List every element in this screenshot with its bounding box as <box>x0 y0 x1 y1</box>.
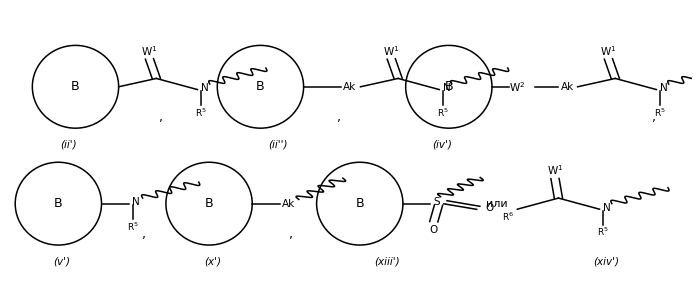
Text: R$^5$: R$^5$ <box>437 106 449 119</box>
Text: B: B <box>356 197 364 210</box>
Text: O: O <box>430 224 438 234</box>
Text: W$^1$: W$^1$ <box>383 44 399 57</box>
Text: (ii'): (ii') <box>60 140 77 150</box>
Text: (ii''): (ii'') <box>268 140 287 150</box>
Text: ,: , <box>159 111 163 124</box>
Text: (xiv'): (xiv') <box>593 257 619 266</box>
Text: ,: , <box>289 228 294 241</box>
Text: R$^5$: R$^5$ <box>195 106 207 119</box>
Text: Ak: Ak <box>343 82 356 92</box>
Text: N: N <box>201 83 208 93</box>
Text: Ak: Ak <box>561 82 574 92</box>
Text: W$^2$: W$^2$ <box>509 80 526 94</box>
Text: или: или <box>486 199 507 209</box>
Text: (x'): (x') <box>204 257 221 266</box>
Text: W$^1$: W$^1$ <box>600 44 617 57</box>
Text: R$^5$: R$^5$ <box>127 220 139 233</box>
Text: B: B <box>256 80 265 93</box>
Text: N: N <box>603 203 611 213</box>
Text: O: O <box>485 203 493 213</box>
Text: R$^5$: R$^5$ <box>597 226 609 238</box>
Text: B: B <box>205 197 213 210</box>
Text: N: N <box>132 197 140 207</box>
Text: B: B <box>71 80 80 93</box>
Text: R$^6$: R$^6$ <box>502 210 514 223</box>
Text: Ak: Ak <box>282 199 295 209</box>
Text: B: B <box>54 197 63 210</box>
Text: N: N <box>442 83 450 93</box>
Text: (iv'): (iv') <box>432 140 452 150</box>
Text: B: B <box>445 80 453 93</box>
Text: (xiii'): (xiii') <box>375 257 400 266</box>
Text: ,: , <box>652 111 656 124</box>
Text: S: S <box>433 197 440 207</box>
Text: ,: , <box>337 111 341 124</box>
Text: ,: , <box>142 228 146 241</box>
Text: N: N <box>660 83 668 93</box>
Text: R$^5$: R$^5$ <box>654 106 665 119</box>
Text: W$^1$: W$^1$ <box>141 44 158 57</box>
Text: (v'): (v') <box>53 257 71 266</box>
Text: W$^1$: W$^1$ <box>547 163 563 177</box>
